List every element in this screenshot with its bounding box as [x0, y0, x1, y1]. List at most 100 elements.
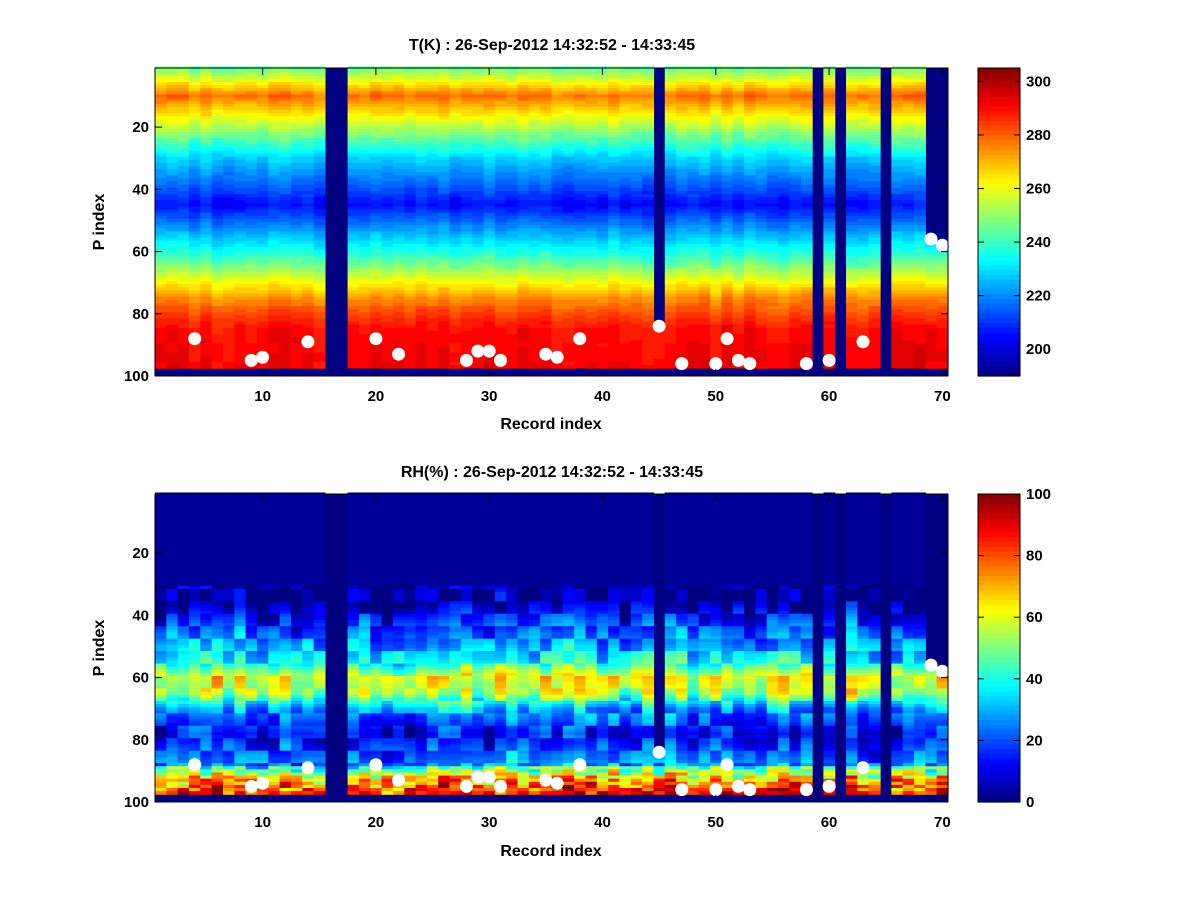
- heatmap-cell: [381, 246, 394, 251]
- heatmap-cell: [234, 78, 247, 83]
- heatmap-cell: [460, 178, 473, 186]
- heatmap-cell: [483, 256, 496, 263]
- heatmap-cell: [166, 644, 179, 652]
- heatmap-cell: [449, 362, 462, 366]
- heatmap-cell: [166, 131, 179, 139]
- heatmap-cell: [846, 265, 858, 270]
- heatmap-cell: [370, 169, 383, 179]
- heatmap-cell: [506, 91, 519, 96]
- heatmap-cell: [868, 278, 881, 282]
- heatmap-cell: [721, 265, 734, 270]
- heatmap-cell: [188, 293, 201, 298]
- heatmap-cell: [562, 296, 575, 301]
- heatmap-cell: [472, 200, 485, 211]
- heatmap-cell: [778, 187, 790, 195]
- heatmap-cell: [472, 209, 485, 217]
- heatmap-cell: [200, 147, 213, 152]
- heatmap-cell: [766, 172, 779, 176]
- heatmap-cell: [166, 610, 179, 615]
- heatmap-cell: [313, 278, 326, 282]
- heatmap-cell: [710, 237, 723, 245]
- heatmap-cell: [200, 707, 213, 711]
- heatmap-cell: [483, 181, 496, 189]
- heatmap-cell: [766, 97, 779, 105]
- heatmap-cell: [290, 613, 303, 618]
- heatmap-cell: [200, 713, 213, 718]
- heatmap-cell: [404, 318, 417, 326]
- heatmap-cell: [188, 246, 201, 251]
- heatmap-cell: [664, 147, 677, 152]
- heatmap-cell: [664, 290, 677, 295]
- heatmap-cell: [619, 91, 632, 96]
- colorbar-segment: [978, 347, 1020, 353]
- heatmap-cell: [268, 707, 281, 711]
- heatmap-cell: [290, 324, 303, 338]
- heatmap-cell: [732, 256, 745, 260]
- heatmap-cell: [222, 607, 235, 612]
- heatmap-cell: [721, 181, 734, 189]
- heatmap-cell: [268, 296, 281, 301]
- marker-point: [856, 335, 870, 349]
- heatmap-cell: [687, 91, 700, 96]
- heatmap-cell: [494, 237, 507, 242]
- heatmap-cell: [517, 190, 530, 195]
- heatmap-cell: [823, 218, 836, 223]
- heatmap-cell: [415, 119, 428, 124]
- heatmap-cell: [596, 153, 609, 164]
- heatmap-cell: [370, 184, 383, 192]
- heatmap-cell: [211, 641, 224, 649]
- heatmap-cell: [800, 113, 813, 117]
- heatmap-cell: [211, 747, 224, 752]
- heatmap-cell: [664, 265, 677, 270]
- heatmap-cell: [290, 707, 303, 711]
- heatmap-cell: [166, 620, 179, 624]
- heatmap-cell: [200, 719, 213, 727]
- heatmap-cell: [868, 262, 881, 267]
- heatmap-cell: [732, 156, 745, 161]
- heatmap-cell: [472, 225, 485, 232]
- heatmap-cell: [290, 178, 303, 186]
- colorbar-segment: [978, 183, 1020, 189]
- heatmap-cell: [211, 312, 224, 319]
- heatmap-cell: [200, 265, 213, 270]
- colorbar-tick-label: 280: [1026, 127, 1051, 144]
- heatmap-cell: [290, 791, 303, 795]
- heatmap-cell: [438, 274, 451, 279]
- heatmap-cell: [392, 265, 405, 270]
- heatmap-cell: [766, 315, 779, 323]
- heatmap-cell: [823, 88, 836, 92]
- heatmap-cell: [166, 122, 179, 127]
- heatmap-cell: [290, 116, 303, 120]
- heatmap-cell: [642, 172, 655, 176]
- heatmap-cell: [404, 103, 417, 108]
- heatmap-cell: [574, 72, 587, 77]
- heatmap-cell: [574, 82, 587, 86]
- colorbar-segment: [978, 371, 1020, 377]
- heatmap-cell: [166, 604, 179, 609]
- heatmap-cell: [245, 610, 258, 615]
- heatmap-cell: [211, 110, 224, 114]
- heatmap-cell: [415, 85, 428, 89]
- heatmap-cell: [630, 290, 643, 295]
- heatmap-cell: [698, 128, 711, 133]
- heatmap-cell: [823, 281, 836, 285]
- heatmap-cell: [268, 256, 281, 260]
- heatmap-cell: [302, 284, 315, 288]
- heatmap-cell: [766, 141, 779, 145]
- heatmap-cell: [619, 212, 632, 217]
- heatmap-cell: [177, 710, 190, 714]
- heatmap-cell: [800, 88, 813, 92]
- heatmap-cell: [290, 69, 303, 74]
- heatmap-cell: [188, 290, 201, 295]
- heatmap-cell: [347, 209, 360, 217]
- heatmap-cell: [200, 760, 213, 767]
- heatmap-cell: [721, 287, 734, 292]
- heatmap-cell: [188, 585, 201, 590]
- heatmap-cell: [585, 206, 598, 214]
- heatmap-cell: [449, 278, 462, 282]
- colorbar-segment: [978, 159, 1020, 165]
- heatmap-cell: [540, 321, 553, 326]
- heatmap-cell: [290, 125, 303, 130]
- heatmap-cell: [426, 144, 439, 148]
- heatmap-cell: [460, 85, 473, 89]
